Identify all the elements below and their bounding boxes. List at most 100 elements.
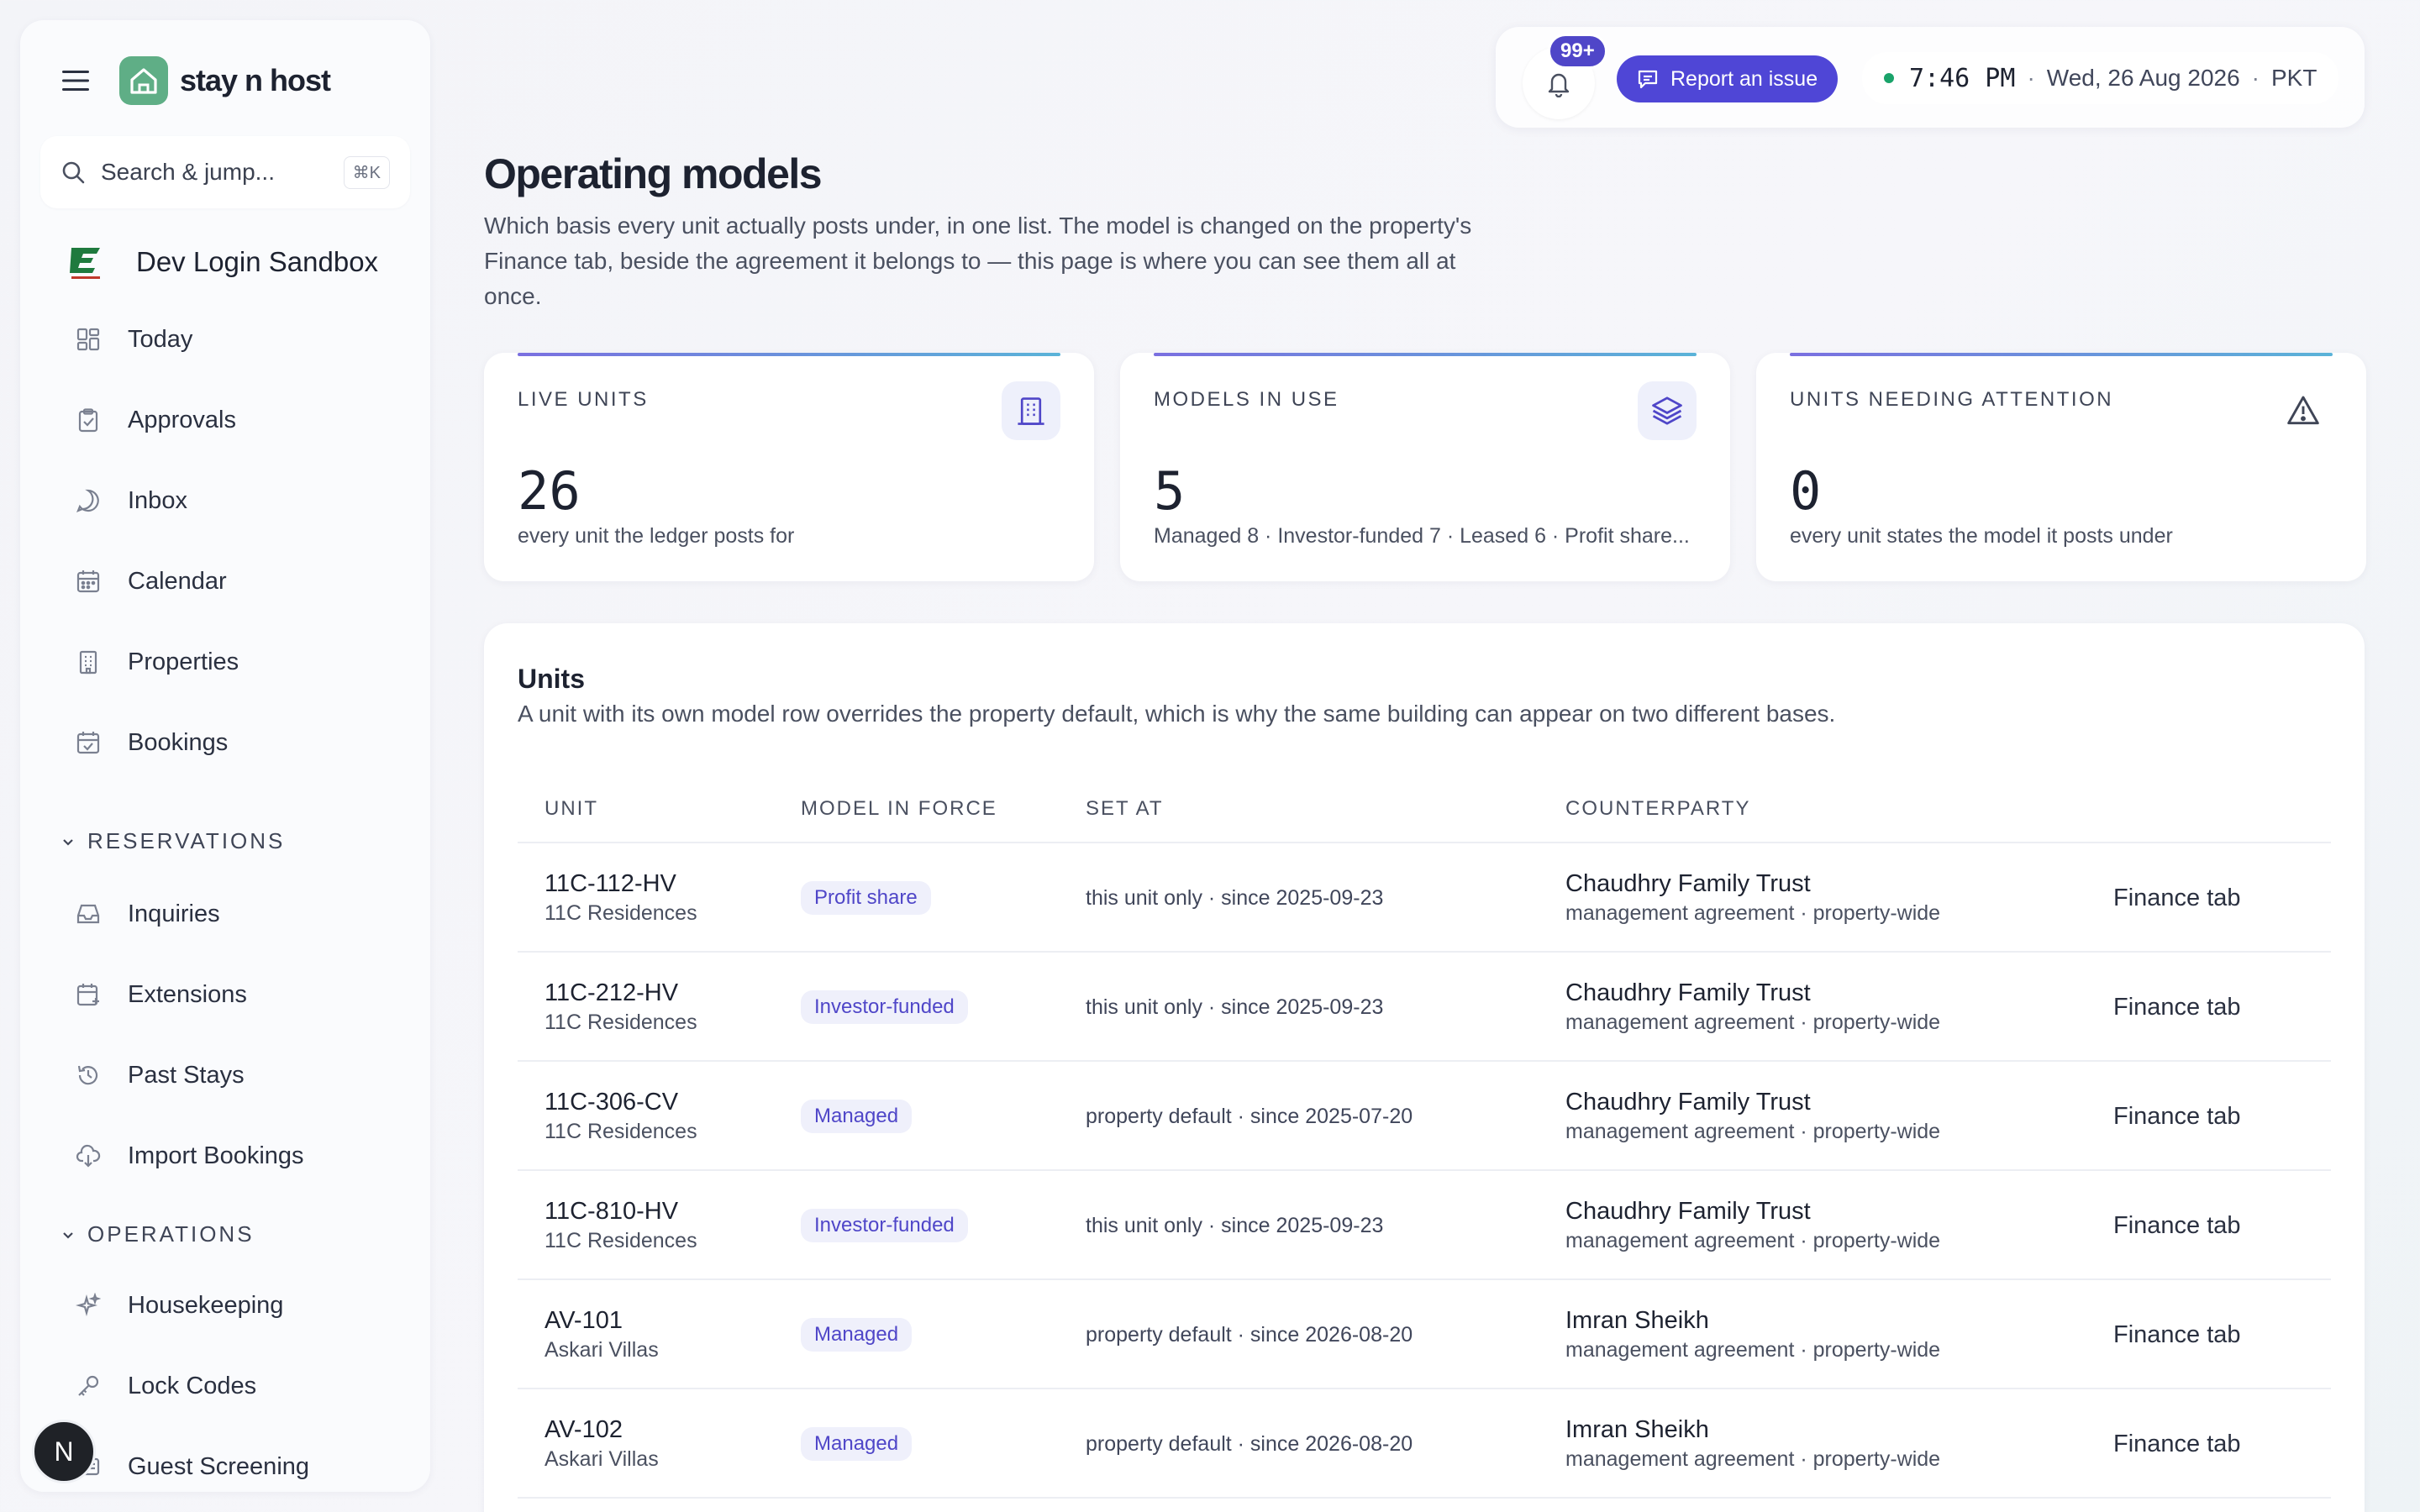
calendar-plus-icon bbox=[74, 980, 103, 1009]
set-at: property default · since 2026-08-20 bbox=[1086, 1322, 1413, 1347]
nav-item-today[interactable]: Today bbox=[74, 314, 192, 365]
stat-value: 5 bbox=[1154, 460, 1186, 522]
nav-item-housekeeping[interactable]: Housekeeping bbox=[74, 1280, 283, 1331]
section-operations[interactable]: OPERATIONS bbox=[60, 1221, 255, 1247]
org-switcher[interactable]: Dev Login Sandbox bbox=[64, 240, 378, 284]
org-logo-icon bbox=[64, 240, 108, 284]
agreement-scope: management agreement · property-wide bbox=[1565, 1229, 1941, 1252]
unit-property: Askari Villas bbox=[544, 1338, 659, 1362]
nav-item-lock-codes[interactable]: Lock Codes bbox=[74, 1361, 256, 1411]
stat-label: UNITS NEEDING ATTENTION bbox=[1790, 388, 2114, 411]
unit-code[interactable]: 11C-112-HV bbox=[544, 870, 676, 897]
menu-icon[interactable] bbox=[60, 66, 91, 96]
model-badge: Profit share bbox=[801, 881, 931, 915]
nav-label: Approvals bbox=[128, 406, 236, 433]
column-header-unit[interactable]: UNIT bbox=[544, 797, 598, 820]
house-logo-icon[interactable] bbox=[119, 56, 168, 105]
nav-label: Inquiries bbox=[128, 900, 220, 927]
set-at: this unit only · since 2025-09-23 bbox=[1086, 995, 1384, 1019]
search-icon bbox=[60, 160, 86, 185]
stat-subtext: every unit the ledger posts for bbox=[518, 524, 795, 548]
counterparty-name: Chaudhry Family Trust bbox=[1565, 870, 1811, 897]
nav-label: Calendar bbox=[128, 567, 227, 595]
unit-property: 11C Residences bbox=[544, 1011, 697, 1034]
stat-label: MODELS IN USE bbox=[1154, 388, 1339, 411]
stat-subtext: every unit states the model it posts und… bbox=[1790, 524, 2173, 548]
nav-item-calendar[interactable]: Calendar bbox=[74, 556, 227, 606]
counterparty-name: Imran Sheikh bbox=[1565, 1307, 1709, 1334]
history-icon bbox=[74, 1061, 103, 1089]
counterparty-name: Imran Sheikh bbox=[1565, 1416, 1709, 1443]
section-label: OPERATIONS bbox=[87, 1221, 255, 1247]
model-badge: Investor-funded bbox=[801, 990, 968, 1024]
unit-code[interactable]: 11C-810-HV bbox=[544, 1198, 679, 1225]
counterparty-name: Chaudhry Family Trust bbox=[1565, 1089, 1811, 1116]
sidebar: stay n host Search & jump... ⌘K Dev Logi… bbox=[20, 20, 430, 1492]
nav-label: Properties bbox=[128, 648, 239, 675]
separator: · bbox=[2251, 65, 2260, 91]
stat-card-models-in-use: MODELS IN USE 5 Managed 8 · Investor-fun… bbox=[1120, 353, 1730, 581]
dashboard-icon bbox=[74, 325, 103, 354]
section-label: RESERVATIONS bbox=[87, 828, 286, 853]
table-row[interactable]: 11C-810-HV 11C Residences Investor-funded… bbox=[518, 1171, 2331, 1280]
calendar-icon bbox=[74, 567, 103, 596]
nav-item-approvals[interactable]: Approvals bbox=[74, 395, 236, 445]
set-at: this unit only · since 2025-09-23 bbox=[1086, 885, 1384, 910]
table-header: UNIT MODEL IN FORCE SET AT COUNTERPARTY bbox=[518, 774, 2331, 843]
table-row[interactable]: 11C-306-CV 11C Residences Managed propert… bbox=[518, 1062, 2331, 1171]
nav-label: Lock Codes bbox=[128, 1372, 257, 1399]
table-row[interactable]: 11C-212-HV 11C Residences Investor-funded… bbox=[518, 953, 2331, 1062]
stat-value: 0 bbox=[1790, 460, 1822, 522]
nav-item-extensions[interactable]: Extensions bbox=[74, 969, 247, 1020]
model-badge: Managed bbox=[801, 1100, 913, 1133]
search-input[interactable]: Search & jump... bbox=[101, 159, 275, 185]
set-at: property default · since 2025-07-20 bbox=[1086, 1104, 1413, 1128]
building-icon bbox=[74, 648, 103, 676]
report-issue-button[interactable]: Report an issue bbox=[1617, 55, 1839, 102]
card-accent-bar bbox=[518, 353, 1060, 356]
nav-item-inbox[interactable]: Inbox bbox=[74, 475, 187, 526]
finance-tab-link[interactable]: Finance tab bbox=[2113, 993, 2241, 1021]
nav-item-inquiries[interactable]: Inquiries bbox=[74, 889, 220, 939]
column-header-model[interactable]: MODEL IN FORCE bbox=[801, 797, 997, 820]
agreement-scope: management agreement · property-wide bbox=[1565, 1011, 1941, 1034]
finance-tab-link[interactable]: Finance tab bbox=[2113, 1102, 2241, 1130]
unit-code[interactable]: 11C-306-CV bbox=[544, 1089, 679, 1116]
nav-item-bookings[interactable]: Bookings bbox=[74, 717, 228, 768]
status-dot bbox=[1884, 73, 1894, 83]
counterparty-name: Chaudhry Family Trust bbox=[1565, 979, 1811, 1006]
agreement-scope: management agreement · property-wide bbox=[1565, 1338, 1941, 1362]
finance-tab-link[interactable]: Finance tab bbox=[2113, 1430, 2241, 1457]
unit-property: 11C Residences bbox=[544, 1229, 697, 1252]
user-avatar[interactable]: N bbox=[32, 1420, 96, 1483]
units-panel: Units A unit with its own model row over… bbox=[484, 623, 2365, 1512]
column-header-set-at[interactable]: SET AT bbox=[1086, 797, 1164, 820]
nav-label: Bookings bbox=[128, 728, 229, 756]
brand-name[interactable]: stay n host bbox=[180, 63, 331, 97]
finance-tab-link[interactable]: Finance tab bbox=[2113, 1211, 2241, 1239]
key-icon bbox=[74, 1372, 103, 1400]
finance-tab-link[interactable]: Finance tab bbox=[2113, 1320, 2241, 1348]
brand-header: stay n host bbox=[60, 54, 331, 108]
nav-item-properties[interactable]: Properties bbox=[74, 637, 239, 687]
table-row[interactable]: 11C-112-HV 11C Residences Profit share th… bbox=[518, 843, 2331, 953]
set-at: property default · since 2026-08-20 bbox=[1086, 1431, 1413, 1456]
finance-tab-link[interactable]: Finance tab bbox=[2113, 884, 2241, 911]
sparkles-icon bbox=[74, 1291, 103, 1320]
unit-code[interactable]: AV-102 bbox=[544, 1416, 623, 1443]
clipboard-check-icon bbox=[74, 406, 103, 434]
unit-code[interactable]: 11C-212-HV bbox=[544, 979, 679, 1006]
nav-item-past-stays[interactable]: Past Stays bbox=[74, 1050, 245, 1100]
section-reservations[interactable]: RESERVATIONS bbox=[60, 828, 285, 854]
page-title: Operating models bbox=[484, 150, 823, 197]
model-badge: Investor-funded bbox=[801, 1209, 968, 1242]
unit-code[interactable]: AV-101 bbox=[544, 1307, 623, 1334]
table-row[interactable]: AV-102 Askari Villas Managed property def… bbox=[518, 1389, 2331, 1499]
column-header-counterparty[interactable]: COUNTERPARTY bbox=[1565, 797, 1751, 820]
table-row[interactable]: AV-101 Askari Villas Managed property def… bbox=[518, 1280, 2331, 1389]
inbox-tray-icon bbox=[74, 900, 103, 928]
nav-item-guest-screening[interactable]: Guest Screening bbox=[74, 1441, 309, 1492]
nav-item-import-bookings[interactable]: Import Bookings bbox=[74, 1131, 304, 1181]
search-box[interactable]: Search & jump... ⌘K bbox=[40, 136, 410, 208]
cloud-download-icon bbox=[74, 1142, 103, 1170]
